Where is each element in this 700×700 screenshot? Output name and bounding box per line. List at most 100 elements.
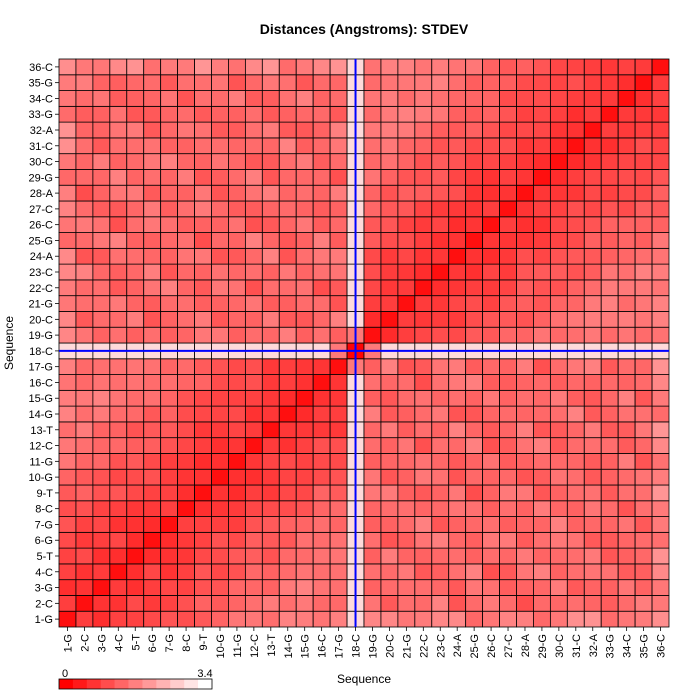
- heatmap-cell: [261, 90, 280, 107]
- heatmap-cell: [600, 437, 619, 454]
- heatmap-cell: [228, 247, 246, 265]
- heatmap-cell: [278, 295, 297, 312]
- heatmap-cell: [126, 405, 145, 423]
- heatmap-cell: [329, 90, 348, 107]
- heatmap-cell: [194, 279, 212, 297]
- heatmap-cell: [278, 169, 297, 186]
- heatmap-cell: [566, 516, 585, 533]
- heatmap-cell: [533, 216, 551, 233]
- heatmap-cell: [278, 184, 297, 202]
- heatmap-cell: [617, 374, 636, 391]
- heatmap-cell: [583, 563, 602, 581]
- heatmap-cell: [58, 437, 77, 454]
- heatmap-cell: [634, 468, 653, 486]
- heatmap-cell: [211, 263, 229, 281]
- heatmap-cell: [600, 579, 619, 596]
- heatmap-cell: [194, 579, 212, 596]
- heatmap-cell: [295, 437, 314, 454]
- heatmap-cell: [516, 279, 534, 297]
- heatmap-cell: [634, 453, 653, 470]
- heatmap-cell: [482, 169, 500, 186]
- heatmap-cell: [482, 421, 500, 439]
- heatmap-cell: [499, 263, 517, 281]
- heatmap-cell: [75, 405, 94, 423]
- heatmap-cell: [211, 563, 229, 581]
- heatmap-cell: [651, 295, 670, 312]
- heatmap-cell: [448, 484, 467, 502]
- heatmap-cell: [295, 90, 314, 107]
- heatmap-cell: [363, 184, 382, 202]
- y-tick-label: 22-C: [29, 283, 53, 295]
- heatmap-cell: [177, 358, 195, 375]
- heatmap-cell: [295, 137, 314, 155]
- heatmap-cell: [58, 610, 77, 628]
- heatmap-cell: [482, 58, 500, 76]
- color-scale-swatch: [114, 679, 129, 689]
- heatmap-cell: [499, 547, 517, 565]
- heatmap-cell: [516, 216, 534, 233]
- heatmap-cell: [499, 121, 517, 139]
- heatmap-cell: [414, 374, 433, 391]
- heatmap-cell: [75, 153, 94, 170]
- heatmap-cell: [380, 311, 399, 328]
- heatmap-cell: [177, 232, 195, 249]
- heatmap-cell: [329, 500, 348, 517]
- heatmap-cell: [549, 468, 568, 486]
- x-tick-labels: 1-G 2-C 3-G 4-C 5-T 6-G 7-G 8-C 9-T 10-G 11-G 12-C 1…: [62, 627, 668, 658]
- heatmap-cell: [414, 90, 433, 107]
- heatmap-cell: [380, 437, 399, 454]
- heatmap-cell: [109, 389, 128, 407]
- heatmap-cell: [126, 563, 145, 581]
- heatmap-cell: [431, 547, 450, 565]
- heatmap-cell: [92, 247, 111, 265]
- heatmap-cell: [380, 595, 399, 612]
- heatmap-cell: [465, 153, 484, 170]
- heatmap-cell: [244, 484, 263, 502]
- heatmap-cell: [160, 311, 179, 328]
- heatmap-cell: [143, 247, 162, 265]
- heatmap-cell: [583, 263, 602, 281]
- heatmap-cell: [549, 58, 568, 76]
- heatmap-cell: [600, 74, 619, 91]
- heatmap-cell: [329, 326, 348, 344]
- heatmap-cell: [465, 58, 484, 76]
- heatmap-cell: [499, 453, 517, 470]
- heatmap-cell: [482, 263, 500, 281]
- heatmap-cell: [295, 374, 314, 391]
- heatmap-cell: [329, 58, 348, 76]
- heatmap-cell: [109, 547, 128, 565]
- color-scale-border: [58, 678, 213, 690]
- heatmap-cell: [431, 137, 450, 155]
- heatmap-cell: [583, 105, 602, 123]
- color-scale-swatch: [198, 679, 213, 689]
- heatmap-cells: [58, 58, 670, 628]
- heatmap-cell: [211, 358, 229, 375]
- heatmap-cell: [211, 184, 229, 202]
- heatmap-cell: [160, 468, 179, 486]
- heatmap-cell: [566, 200, 585, 218]
- heatmap-cell: [278, 279, 297, 297]
- heatmap-cell: [329, 547, 348, 565]
- heatmap-cell: [533, 263, 551, 281]
- heatmap-cell: [295, 453, 314, 470]
- x-tick-label: 21-G: [401, 634, 413, 658]
- heatmap-cell: [549, 200, 568, 218]
- heatmap-cell: [160, 579, 179, 596]
- heatmap-cell: [244, 579, 263, 596]
- heatmap-cell: [75, 311, 94, 328]
- heatmap-cell: [295, 169, 314, 186]
- heatmap-cell: [533, 468, 551, 486]
- heatmap-cell: [228, 563, 246, 581]
- heatmap-cell: [634, 547, 653, 565]
- heatmap-cell: [617, 121, 636, 139]
- heatmap-cell: [295, 595, 314, 612]
- heatmap-cell: [109, 200, 128, 218]
- y-tick-label: 29-G: [29, 172, 53, 184]
- heatmap-cell: [465, 579, 484, 596]
- heatmap-cell: [397, 484, 416, 502]
- heatmap-cell: [634, 405, 653, 423]
- heatmap-cell: [126, 437, 145, 454]
- heatmap-cell: [109, 326, 128, 344]
- heatmap-cell: [533, 200, 551, 218]
- heatmap-cell: [583, 484, 602, 502]
